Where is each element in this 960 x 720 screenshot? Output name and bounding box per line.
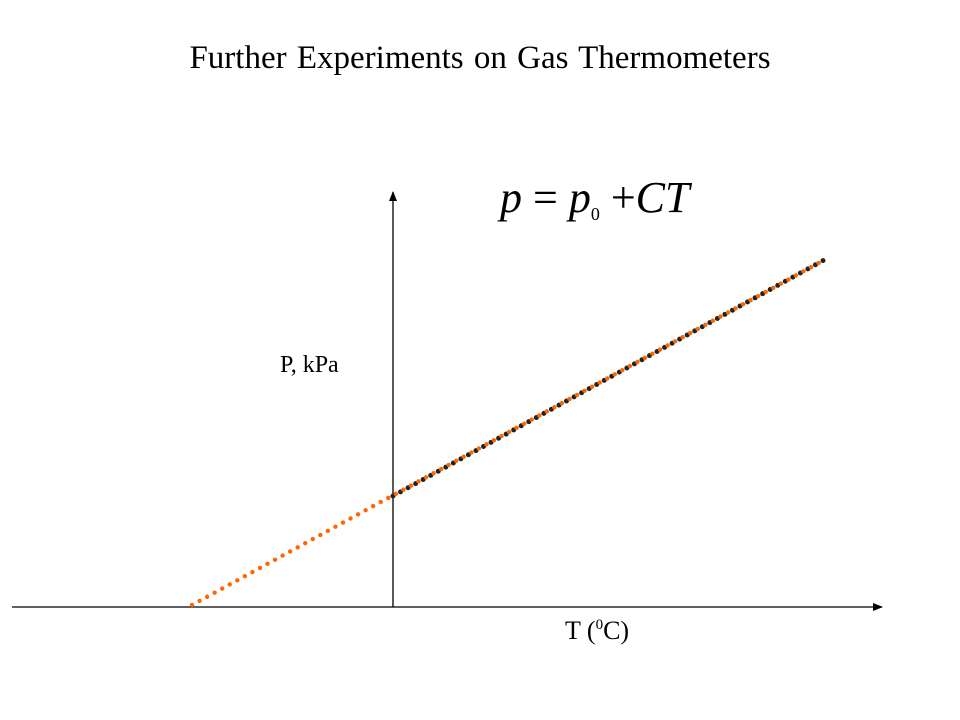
equation-p0-subscript: 0 — [590, 204, 600, 224]
measured-data-line — [390, 256, 829, 499]
extrapolated-line — [189, 256, 829, 608]
y-axis-label: P, kPa — [280, 352, 339, 378]
slide-title: Further Experiments on Gas Thermometers — [189, 40, 771, 76]
x-axis-label-superscript: 0 — [595, 617, 604, 633]
linear-equation: p = p0 +CT — [500, 172, 689, 225]
x-axis-label: T (0C) — [565, 616, 629, 646]
equation-rhs: CT — [635, 173, 690, 222]
equation-plus: + — [610, 173, 636, 222]
x-axis-label-prefix: T ( — [565, 616, 596, 645]
equation-p0: p — [568, 173, 591, 222]
equation-lhs: p — [500, 173, 522, 222]
x-axis-label-suffix: C) — [603, 616, 630, 645]
equation-equals: = — [533, 173, 558, 222]
